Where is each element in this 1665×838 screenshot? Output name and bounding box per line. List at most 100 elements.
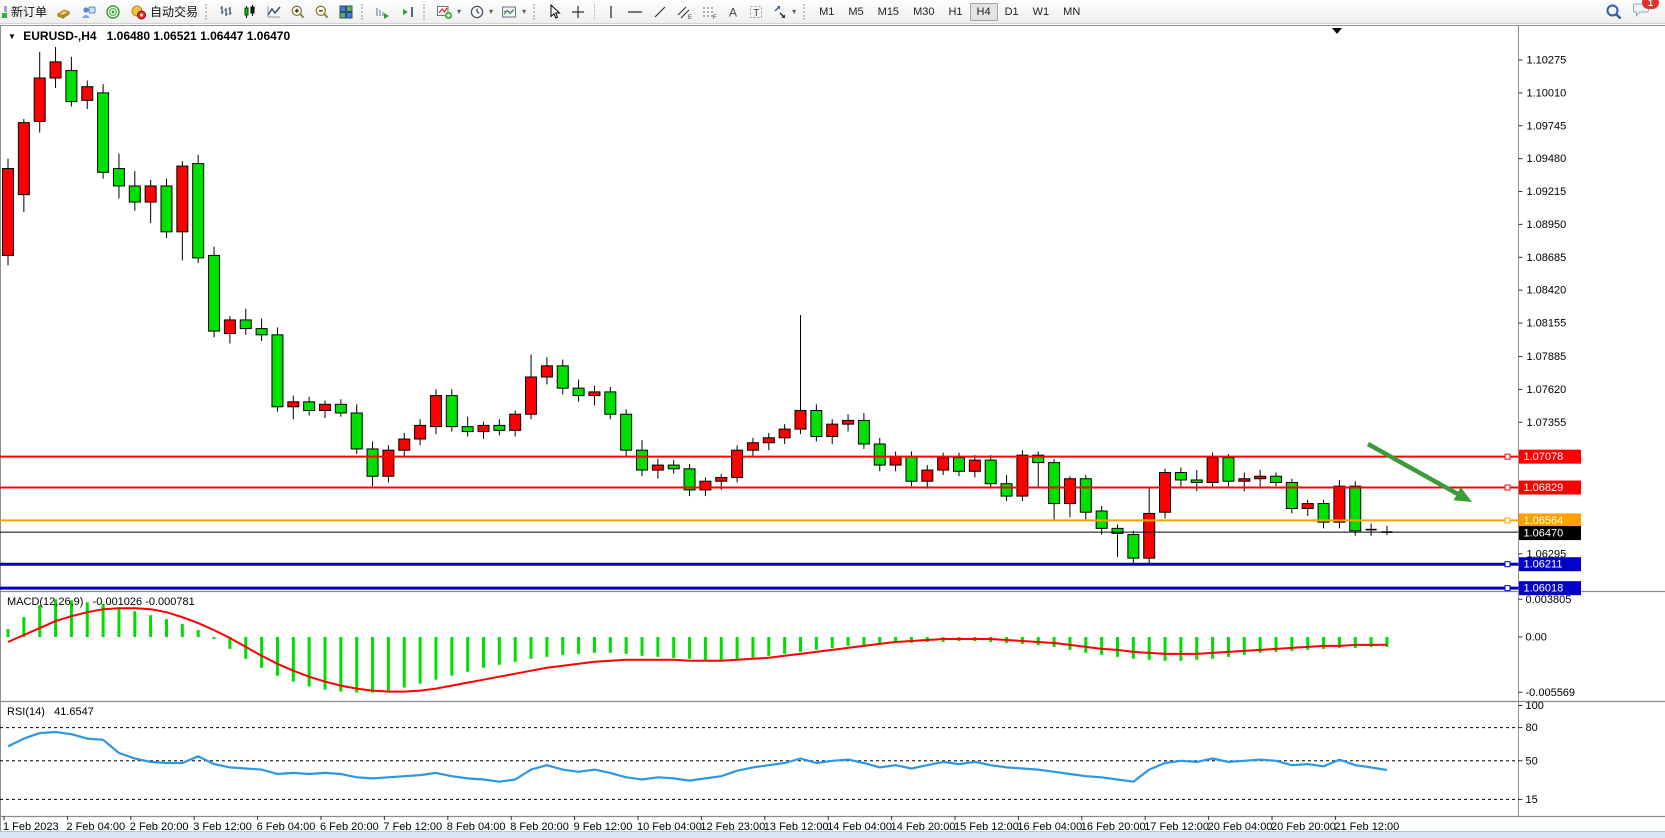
svg-text:16 Feb 04:00: 16 Feb 04:00	[1017, 821, 1082, 833]
toolbar-right-cluster: 1	[1605, 0, 1661, 23]
timeframe-m15[interactable]: M15	[877, 5, 900, 18]
periods-clock-icon	[470, 5, 484, 18]
rsi-pane-label: RSI(14) 41.6547	[7, 706, 94, 718]
tile-windows-icon	[339, 5, 353, 18]
svg-text:2 Feb 20:00: 2 Feb 20:00	[130, 821, 189, 833]
timeframe-m5[interactable]: M5	[848, 5, 864, 18]
chart-shift-marker[interactable]	[1332, 28, 1342, 34]
new-order-button[interactable]: 新订单	[7, 1, 51, 23]
chevron-down-icon: ▾	[522, 7, 527, 16]
auto-trading-icon	[131, 5, 147, 19]
tile-windows-button[interactable]	[334, 1, 358, 23]
trend-line-button[interactable]	[648, 1, 672, 23]
cursor-button[interactable]	[542, 1, 566, 23]
chart-shift-icon	[403, 6, 414, 17]
line-chart-button[interactable]	[262, 1, 286, 23]
text-button[interactable]: A	[722, 1, 744, 23]
svg-text:10 Feb 04:00: 10 Feb 04:00	[637, 821, 702, 833]
indicators-add-icon	[437, 5, 453, 19]
svg-text:1.09215: 1.09215	[1527, 186, 1567, 198]
toolbar-separator	[594, 3, 596, 20]
svg-text:1.06470: 1.06470	[1524, 528, 1564, 540]
svg-text:1.07078: 1.07078	[1524, 451, 1564, 463]
notifications-button[interactable]: 1	[1633, 0, 1659, 23]
chart-canvas[interactable]: 1.10275 1.10010 1.09745 1.09480 1.09215 1.089…	[0, 25, 1665, 838]
rsi-name: RSI(14)	[7, 706, 45, 718]
chevron-down-icon: ▾	[792, 7, 797, 16]
time-axis[interactable]: 1 Feb 2023 2 Feb 04:00 2 Feb 20:00 3 Feb 12…	[3, 816, 1399, 833]
arrows-button[interactable]: ▾	[768, 1, 800, 23]
equidistant-channel-button[interactable]: E	[672, 1, 697, 23]
crosshair-button[interactable]	[566, 1, 590, 23]
market-watch-button[interactable]	[76, 1, 101, 23]
svg-text:1.09745: 1.09745	[1527, 120, 1567, 132]
auto-scroll-button[interactable]	[370, 1, 395, 23]
toolbar-grip	[423, 3, 429, 20]
auto-trading-button[interactable]: 自动交易	[126, 1, 202, 23]
pane-borders	[0, 25, 1665, 831]
chart-title: ▼ EURUSD-,H4 1.06480 1.06521 1.06447 1.0…	[8, 29, 290, 43]
svg-text:13 Feb 12:00: 13 Feb 12:00	[764, 821, 829, 833]
timeframe-m1[interactable]: M1	[819, 5, 835, 18]
auto-trading-label: 自动交易	[150, 5, 199, 19]
horizontal-line-icon	[628, 10, 643, 13]
zoom-out-button[interactable]	[310, 1, 334, 23]
toolbar-grip	[533, 3, 539, 20]
svg-text:17 Feb 12:00: 17 Feb 12:00	[1144, 821, 1209, 833]
chart-shift-button[interactable]	[395, 1, 420, 23]
text-label-button[interactable]: T	[744, 1, 768, 23]
periods-button[interactable]: ▾	[465, 1, 497, 23]
candlestick-chart-icon	[244, 4, 255, 18]
zoom-in-icon	[291, 5, 305, 18]
signal-button[interactable]	[101, 1, 126, 23]
bar-chart-icon	[220, 5, 232, 16]
svg-text:1.06829: 1.06829	[1524, 482, 1564, 494]
fibonacci-button[interactable]: F	[697, 1, 722, 23]
zoom-in-button[interactable]	[286, 1, 310, 23]
timeframe-d1[interactable]: D1	[1004, 5, 1019, 18]
timeframe-h1[interactable]: H1	[948, 5, 963, 18]
collapse-triangle-icon: ▼	[8, 32, 16, 41]
svg-text:1.09480: 1.09480	[1527, 153, 1567, 165]
text-icon: A	[729, 5, 737, 19]
timeframe-mn[interactable]: MN	[1063, 5, 1081, 18]
svg-text:1.07885: 1.07885	[1527, 351, 1567, 363]
search-icon[interactable]	[1605, 3, 1623, 21]
svg-text:16 Feb 20:00: 16 Feb 20:00	[1081, 821, 1146, 833]
rsi-pane: 100 80 50 15	[0, 700, 1544, 806]
trend-arrow-object[interactable]	[1366, 442, 1472, 502]
bar-chart-button[interactable]	[214, 1, 238, 23]
timeframe-h4[interactable]: H4	[969, 2, 998, 21]
svg-text:E: E	[688, 15, 692, 20]
svg-text:1.08950: 1.08950	[1527, 219, 1567, 231]
gold-ingot-button[interactable]	[51, 1, 76, 23]
clipped-toolbar-icon	[0, 4, 7, 20]
timeframe-w1[interactable]: W1	[1032, 5, 1050, 18]
svg-text:F: F	[713, 15, 717, 20]
svg-text:6 Feb 04:00: 6 Feb 04:00	[257, 821, 316, 833]
price-axis[interactable]: 1.10275 1.10010 1.09745 1.09480 1.09215 1.089…	[1518, 55, 1567, 561]
timeframe-m30[interactable]: M30	[913, 5, 935, 18]
horizontal-line-button[interactable]	[622, 1, 648, 23]
signal-icon	[106, 4, 120, 19]
horizontal-line-objects[interactable]: 1.07078 1.06829 1.06564 1.06211 1.06018 1.064…	[0, 449, 1581, 596]
window-bottom-edge	[0, 831, 1665, 838]
notification-badge: 1	[1642, 0, 1659, 9]
templates-button[interactable]: ▾	[497, 1, 530, 23]
macd-signal-line	[7, 607, 1387, 693]
indicators-button[interactable]: ▾	[432, 1, 465, 23]
trend-line-icon	[654, 6, 666, 17]
svg-text:50: 50	[1526, 755, 1538, 767]
svg-text:1.10275: 1.10275	[1527, 55, 1567, 67]
vertical-line-button[interactable]	[600, 1, 622, 23]
macd-pane-label: MACD(12,26,9) -0.001026 -0.000781	[7, 596, 195, 608]
macd-values: -0.001026 -0.000781	[92, 596, 195, 608]
crosshair-icon	[572, 5, 585, 18]
gold-ingot-icon	[56, 8, 71, 19]
candlestick-chart-button[interactable]	[238, 1, 262, 23]
zoom-out-icon	[315, 5, 329, 18]
svg-text:7 Feb 12:00: 7 Feb 12:00	[383, 821, 442, 833]
svg-text:15: 15	[1526, 794, 1538, 806]
svg-text:0.003805: 0.003805	[1526, 594, 1572, 606]
